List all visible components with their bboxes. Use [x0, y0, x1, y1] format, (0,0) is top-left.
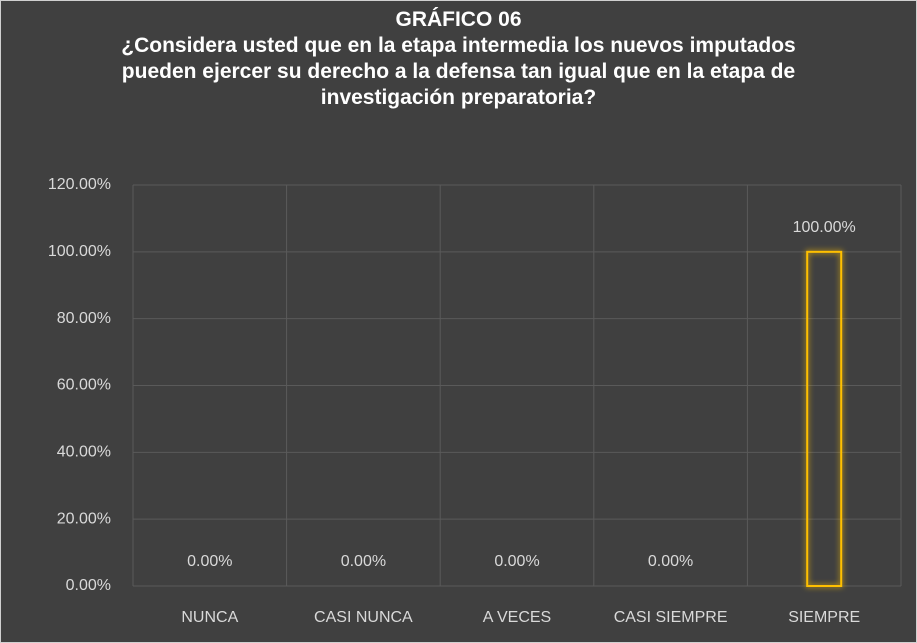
x-tick-label: CASI NUNCA	[314, 609, 413, 626]
y-tick-label: 100.00%	[48, 243, 111, 260]
x-tick-label: A VECES	[483, 609, 551, 626]
bar	[806, 250, 843, 587]
data-label: 0.00%	[494, 553, 539, 570]
y-tick-label: 60.00%	[57, 377, 111, 394]
data-label: 100.00%	[793, 219, 856, 236]
chart-title: GRÁFICO 06	[395, 8, 522, 31]
chart-subtitle: ¿Considera usted que en la etapa interme…	[121, 34, 796, 109]
y-tick-label: 120.00%	[48, 176, 111, 193]
x-tick-label: SIEMPRE	[788, 609, 860, 626]
y-tick-label: 20.00%	[57, 510, 111, 527]
x-tick-label: NUNCA	[181, 609, 238, 626]
data-label: 0.00%	[187, 553, 232, 570]
data-label: 0.00%	[648, 553, 693, 570]
y-tick-label: 40.00%	[57, 444, 111, 461]
y-tick-label: 80.00%	[57, 310, 111, 327]
x-tick-label: CASI SIEMPRE	[614, 609, 728, 626]
titles: GRÁFICO 06 ¿Considera usted que en la et…	[1, 7, 916, 111]
data-label: 0.00%	[341, 553, 386, 570]
y-tick-label: 0.00%	[66, 577, 111, 594]
